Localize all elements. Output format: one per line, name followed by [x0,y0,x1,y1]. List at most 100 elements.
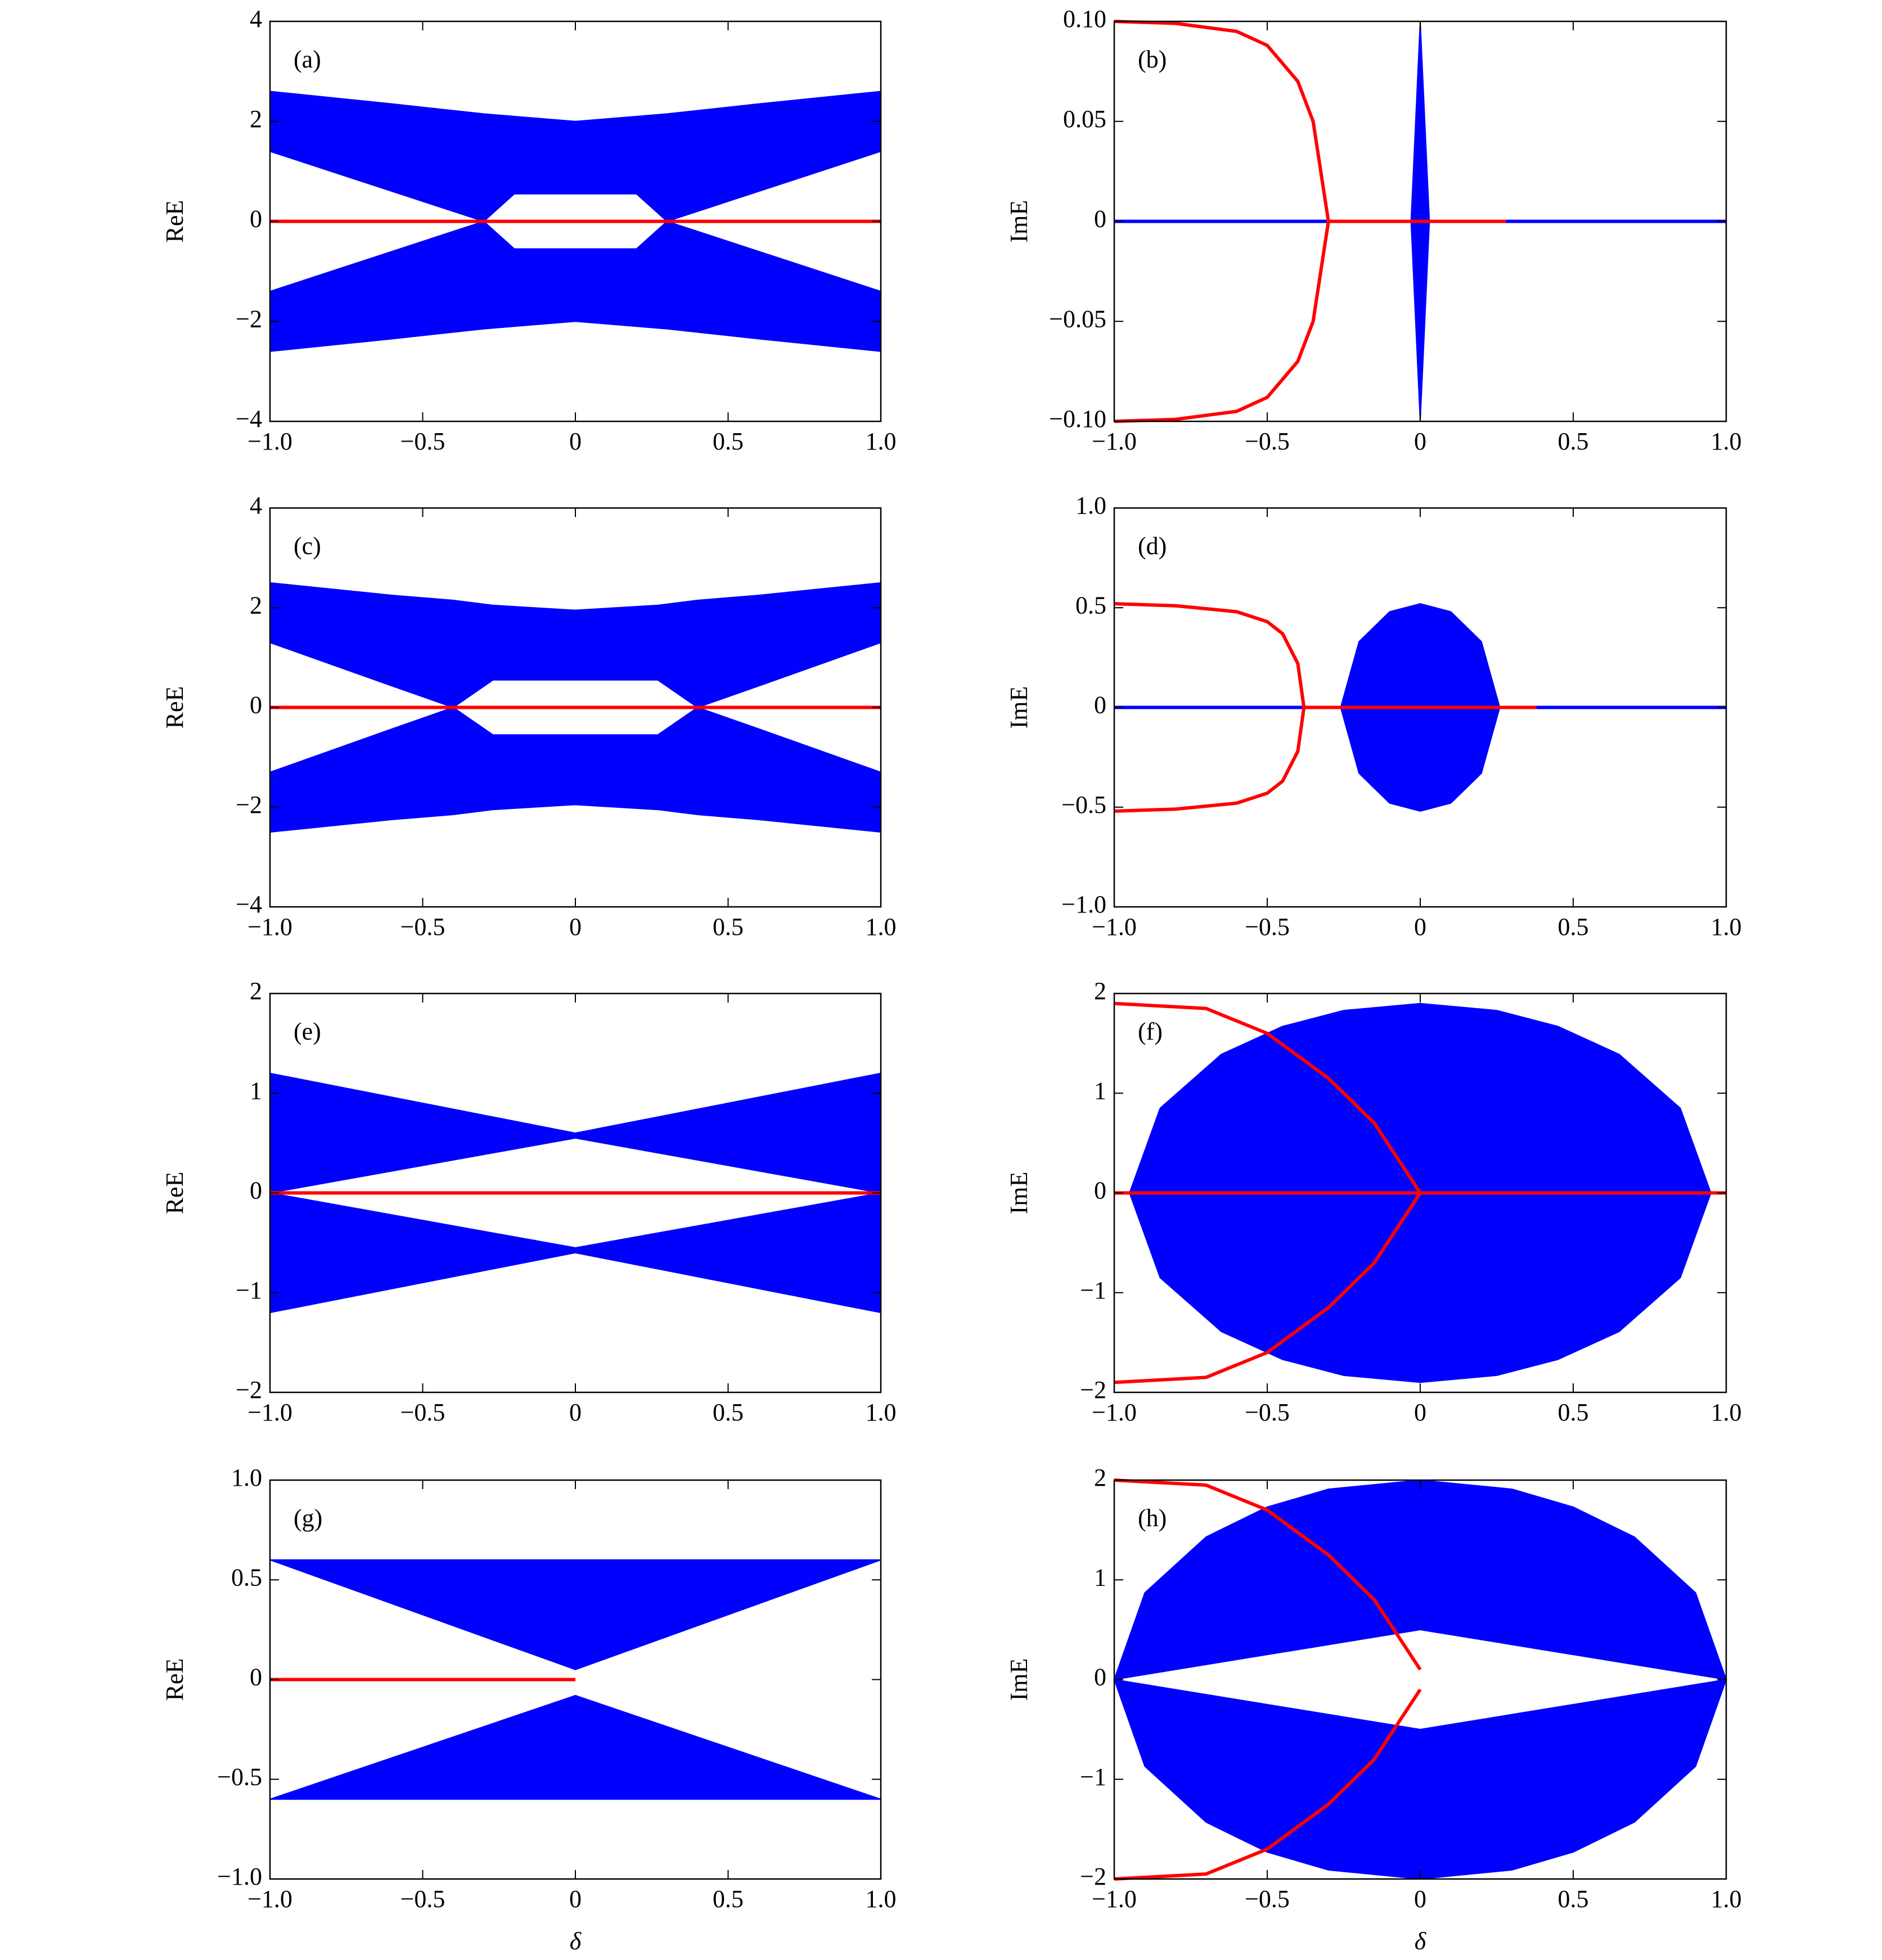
x-tick-label: −0.5 [1245,428,1290,455]
panel-label: (f) [1138,1018,1163,1045]
y-tick-label: 0 [1094,1177,1106,1204]
x-tick-label: 1.0 [866,428,897,455]
x-tick-label: −0.5 [1245,1399,1290,1426]
x-tick-label: −0.5 [400,913,445,941]
band [269,1192,881,1314]
x-tick-label: 1.0 [866,1885,897,1913]
y-tick-label: −1 [1080,1276,1106,1304]
y-tick-label: 1 [1094,1563,1106,1591]
x-tick-label: −0.5 [1245,913,1290,941]
x-tick-label: 1.0 [866,1399,897,1426]
y-tick-label: 2 [250,591,262,619]
x-tick-label: 0 [569,913,582,941]
curve [1114,221,1330,423]
y-tick-label: 1.0 [1075,492,1106,519]
y-tick-label: −2 [236,791,262,819]
y-tick-label: 0 [250,1177,262,1204]
y-tick-label: 0.10 [1063,5,1106,33]
y-tick-label: −4 [236,405,262,433]
x-tick-label: 0 [1414,1399,1426,1426]
y-tick-label: 1.0 [231,1464,262,1491]
curve [1114,1478,1422,1671]
curve [1114,1688,1422,1881]
y-tick-label: 0 [250,691,262,719]
y-tick-label: −1.0 [1061,891,1106,918]
y-tick-label: 2 [250,105,262,133]
y-tick-label: −2 [1080,1376,1106,1404]
curve [1114,1192,1422,1384]
y-tick-label: −1 [1080,1763,1106,1791]
x-tick-label: 1.0 [1711,1399,1742,1426]
y-tick-label: −1 [236,1276,262,1304]
curve [1114,602,1306,708]
panel-label: (b) [1138,46,1167,73]
x-tick-label: 0.5 [713,1885,744,1913]
band [1113,1679,1727,1880]
x-tick-label: 1.0 [866,913,897,941]
x-tick-label: 0.5 [1558,1885,1589,1913]
y-tick-label: −0.5 [1061,791,1106,819]
y-tick-label: 2 [250,977,262,1005]
y-tick-label: 2 [1094,977,1106,1005]
x-tick-label: −1.0 [247,1399,292,1426]
x-tick-label: −1.0 [247,913,292,941]
y-tick-label: −0.5 [217,1763,262,1791]
y-tick-label: 4 [250,492,262,519]
x-tick-label: 1.0 [1711,1885,1742,1913]
band [269,221,881,352]
y-tick-label: −2 [236,305,262,332]
x-tick-label: 1.0 [1711,428,1742,455]
x-axis-label: δ [1415,1927,1427,1955]
x-tick-label: −1.0 [1092,913,1137,941]
y-axis-label: ImE [1005,1172,1033,1215]
x-tick-label: −1.0 [1092,428,1137,455]
x-tick-label: −0.5 [400,1399,445,1426]
y-tick-label: −2 [1080,1863,1106,1890]
panel-label: (h) [1138,1504,1167,1532]
x-tick-label: 0 [569,428,582,455]
x-tick-label: −0.5 [1245,1885,1290,1913]
band [269,1694,881,1800]
x-tick-label: 0 [569,1885,582,1913]
x-tick-label: −0.5 [400,428,445,455]
y-tick-label: 0 [1094,1664,1106,1691]
band [269,1072,881,1194]
y-tick-label: −4 [236,891,262,918]
x-tick-label: 0 [1414,913,1426,941]
y-tick-label: 1 [1094,1077,1106,1104]
y-tick-label: 0.5 [1075,591,1106,619]
x-tick-label: 0.5 [1558,913,1589,941]
panel-label: (d) [1138,532,1167,560]
x-tick-label: −1.0 [1092,1399,1137,1426]
y-tick-label: 2 [1094,1464,1106,1491]
x-axis-label: δ [570,1927,582,1955]
y-axis-label: ReE [161,200,188,243]
x-tick-label: 0 [569,1399,582,1426]
x-tick-label: 0.5 [713,913,744,941]
y-axis-label: ImE [1005,200,1033,243]
y-tick-label: 0.5 [231,1563,262,1591]
y-tick-label: 0 [250,205,262,233]
x-tick-label: −1.0 [247,1885,292,1913]
panel-label: (c) [294,532,321,560]
x-tick-label: 1.0 [1711,913,1742,941]
band [269,91,881,222]
panel-label: (g) [294,1504,322,1532]
band [269,582,881,708]
band [269,1559,881,1670]
y-tick-label: −1.0 [217,1863,262,1890]
y-axis-label: ReE [161,1658,188,1701]
x-tick-label: −1.0 [1092,1885,1137,1913]
x-tick-label: 0.5 [713,1399,744,1426]
y-axis-label: ReE [161,686,188,729]
y-tick-label: 1 [250,1077,262,1104]
y-tick-label: −0.10 [1049,405,1106,433]
y-tick-label: −0.05 [1049,305,1106,332]
curve [1114,20,1330,222]
y-axis-label: ReE [161,1172,188,1215]
y-axis-label: ImE [1005,686,1033,729]
panel-label: (e) [294,1018,321,1045]
y-tick-label: −2 [236,1376,262,1404]
y-tick-label: 0.05 [1063,105,1106,133]
